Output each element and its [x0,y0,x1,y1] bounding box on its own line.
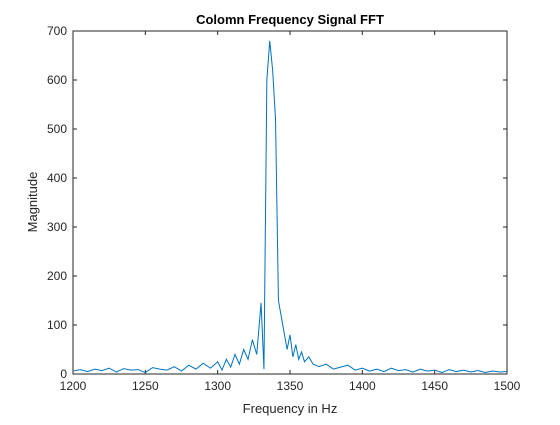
y-tick-label-600: 600 [47,73,67,87]
series-layer [72,40,508,374]
x-tick-label-1400: 1400 [349,379,376,393]
x-tick-label-1500: 1500 [494,379,521,393]
x-tick-label-1450: 1450 [421,379,448,393]
y-tick-label-300: 300 [47,220,67,234]
y-tick-label-100: 100 [47,318,67,332]
x-tick-label-1250: 1250 [132,379,159,393]
y-axis-label: Magnitude [25,172,40,233]
y-tick-label-700: 700 [47,24,67,38]
ticks-layer: 1200 1250 1300 1350 1400 1450 1500 0 100 200 300 40… [47,24,521,393]
plot-area [72,30,508,375]
x-tick-label-1200: 1200 [60,379,87,393]
x-axis-label: Frequency in Hz [243,401,338,416]
y-tick-label-0: 0 [60,367,67,381]
y-tick-label-500: 500 [47,122,67,136]
x-tick-label-1300: 1300 [204,379,231,393]
x-tick-label-1350: 1350 [277,379,304,393]
series-line-0 [72,40,508,374]
chart-title: Colomn Frequency Signal FFT [196,12,384,27]
y-tick-label-200: 200 [47,269,67,283]
y-tick-label-400: 400 [47,171,67,185]
